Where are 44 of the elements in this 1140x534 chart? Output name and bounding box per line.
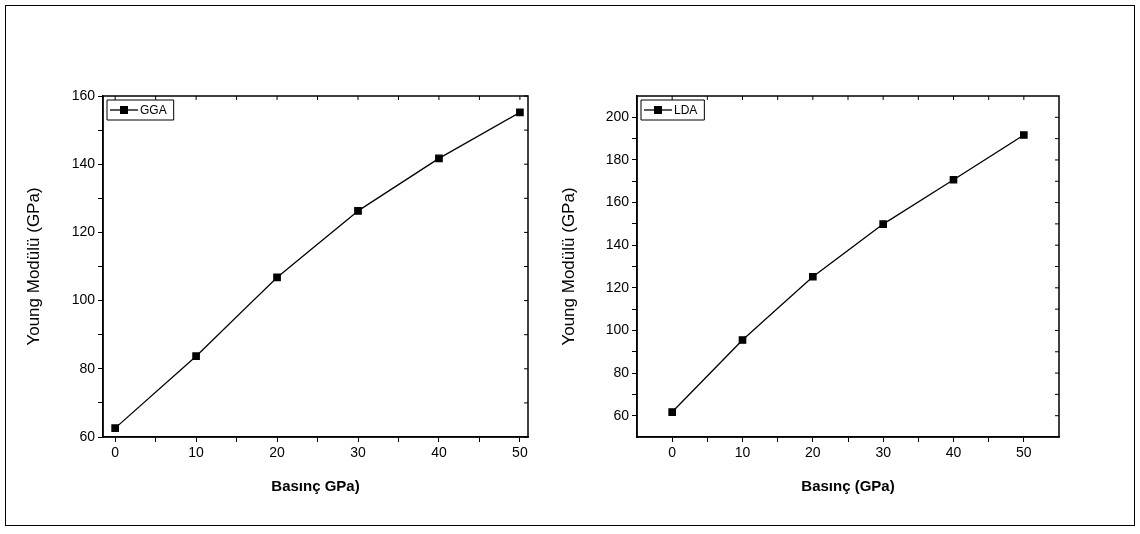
x-tick-label: 10 — [734, 444, 751, 461]
y-tick-label: 60 — [613, 406, 630, 423]
y-tick-label: 160 — [71, 86, 96, 103]
y-tick-label: 100 — [71, 291, 96, 308]
point — [668, 408, 676, 416]
point — [809, 272, 817, 281]
x-tick-label: 30 — [350, 444, 366, 461]
x-tick-label: 50 — [1016, 444, 1032, 461]
y-tick-label: 140 — [71, 155, 96, 172]
y-tick-label: 80 — [613, 363, 630, 380]
point — [949, 175, 958, 184]
y-tick-label: 60 — [79, 427, 96, 444]
y-axis-title: Young Modülü (GPa) — [23, 187, 43, 346]
point — [192, 352, 200, 361]
point — [1020, 131, 1028, 139]
legend-label: LDA — [674, 103, 698, 118]
x-tick-label: 40 — [431, 444, 447, 461]
legend-label: GGA — [140, 103, 167, 118]
point — [435, 154, 443, 163]
y-axis-title: Young Modülü (GPa) — [558, 187, 578, 346]
point — [879, 220, 887, 228]
y-tick-label: 180 — [605, 150, 630, 167]
point — [738, 336, 747, 344]
x-tick-label: 10 — [188, 444, 205, 461]
y-tick-label: 80 — [79, 359, 96, 376]
y-tick-label: 200 — [605, 108, 630, 125]
x-tick-label: 0 — [668, 444, 677, 461]
x-axis-title: Basınç (GPa) — [801, 477, 895, 495]
x-tick-label: 30 — [875, 444, 892, 461]
x-tick-label: 20 — [269, 444, 286, 461]
x-tick-label: 20 — [805, 444, 821, 461]
y-tick-label: 120 — [71, 223, 96, 240]
y-tick-label: 140 — [605, 236, 630, 253]
point — [273, 273, 281, 282]
x-tick-label: 50 — [512, 444, 528, 461]
y-tick-label: 120 — [605, 278, 630, 295]
point — [354, 207, 362, 215]
y-tick-label: 160 — [605, 193, 630, 210]
x-axis-title: Basınç GPa) — [271, 477, 360, 495]
y-tick-label: 100 — [605, 321, 630, 338]
x-tick-label: 0 — [111, 444, 120, 461]
point — [111, 424, 119, 432]
x-tick-label: 40 — [945, 444, 962, 461]
point — [516, 108, 524, 117]
